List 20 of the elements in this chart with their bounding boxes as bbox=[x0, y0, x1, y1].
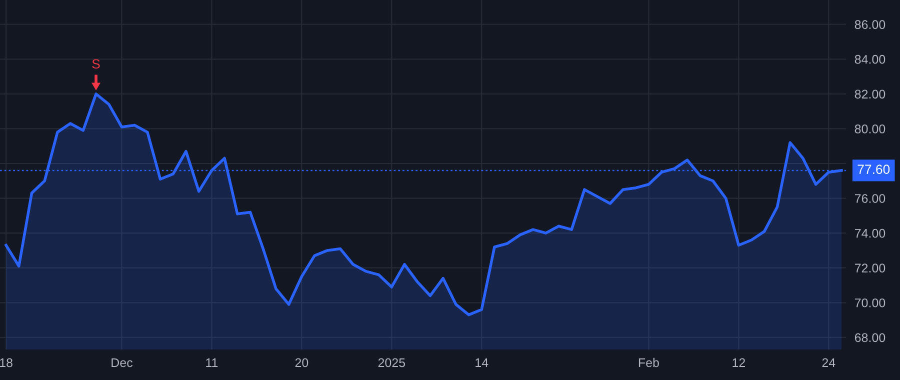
x-tick-label: 24 bbox=[822, 358, 836, 367]
y-tick-label: 80.00 bbox=[854, 124, 886, 134]
x-tick-label: 2025 bbox=[378, 358, 406, 368]
y-tick-label: 82.00 bbox=[854, 90, 886, 99]
y-tick-label: 74.00 bbox=[854, 228, 886, 238]
annotation: S bbox=[92, 59, 100, 69]
y-tick-label: 70.00 bbox=[854, 298, 886, 308]
y-tick-label: 68.00 bbox=[854, 333, 886, 342]
y-tick-label: 86.00 bbox=[854, 20, 886, 30]
y-tick-label: 72.00 bbox=[854, 264, 886, 273]
x-tick-label: Feb bbox=[638, 358, 659, 368]
ref-line-label: 77.60 bbox=[858, 164, 890, 174]
y-tick-label: 84.00 bbox=[854, 54, 886, 64]
x-tick-label: Dec bbox=[112, 358, 133, 368]
x-tick-label: 18 bbox=[0, 358, 12, 368]
x-tick-label: 11 bbox=[206, 358, 218, 367]
x-tick-label: 20 bbox=[295, 358, 308, 368]
y-tick-label: 76.00 bbox=[854, 194, 886, 203]
x-tick-label: 14 bbox=[476, 358, 488, 367]
x-tick-label: 12 bbox=[732, 358, 745, 367]
